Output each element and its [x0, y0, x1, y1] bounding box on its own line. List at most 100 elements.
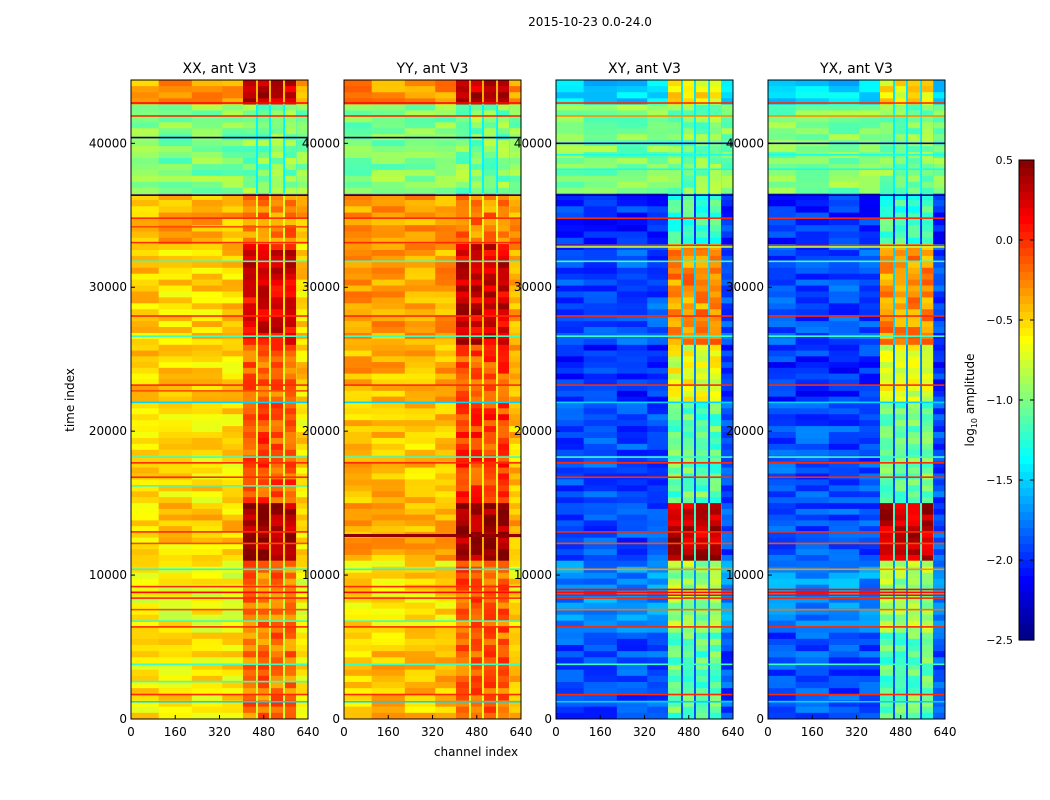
heatmap-line [131, 568, 308, 571]
heatmap-cell-gap [681, 279, 684, 287]
heatmap-cell-rfi [257, 152, 270, 159]
heatmap-cell-gap [256, 638, 259, 646]
heatmap-cell [721, 373, 734, 380]
heatmap-cell-gap [906, 128, 909, 135]
heatmap-cell [435, 669, 457, 677]
heatmap-cell-rfi [470, 379, 483, 386]
heatmap-cell-rfi [456, 497, 470, 504]
heatmap-cell-rfi [470, 554, 483, 562]
heatmap-line [131, 680, 308, 683]
heatmap-cell-rfi [456, 508, 470, 516]
heatmap-cell-gap [496, 163, 499, 171]
heatmap-cell [616, 651, 648, 658]
heatmap-cell-gap [906, 249, 909, 257]
heatmap-cell-rfi [456, 681, 470, 689]
heatmap-cell [616, 437, 648, 445]
heatmap-cell [583, 584, 618, 592]
heatmap-cell-rfi [668, 503, 682, 510]
heatmap-cell-gap [469, 169, 472, 177]
heatmap-cell [404, 92, 436, 99]
heatmap-cell-gap [920, 134, 923, 141]
heatmap-cell [859, 261, 881, 269]
heatmap-cell [583, 379, 618, 386]
heatmap-cell-gap [893, 297, 896, 304]
heatmap-cell-rfi [483, 712, 497, 720]
heatmap-cell-gap [496, 408, 499, 415]
heatmap-cell [296, 321, 309, 328]
heatmap-cell-rfi [243, 390, 257, 398]
heatmap-cell-rfi [710, 261, 722, 269]
heatmap-cell-gap [482, 218, 485, 226]
heatmap-cell-rfi [257, 309, 270, 316]
heatmap-cell-rfi [894, 98, 907, 105]
heatmap-cell [371, 86, 406, 93]
heatmap-cell-gap [482, 638, 485, 646]
heatmap-cell [158, 408, 193, 415]
heatmap-cell-gap [694, 638, 697, 646]
heatmap-cell [828, 187, 860, 195]
heatmap-cell-rfi [483, 128, 497, 135]
heatmap-cell [556, 644, 585, 652]
heatmap-cell [131, 614, 160, 622]
heatmap-cell [556, 128, 585, 135]
heatmap-cell-rfi [243, 644, 257, 652]
heatmap-cell [158, 549, 193, 556]
heatmap-cell [828, 338, 860, 346]
heatmap-cell-rfi [285, 169, 297, 177]
heatmap-cell [795, 379, 830, 386]
heatmap-cell-rfi [243, 657, 257, 664]
heatmap-cell [191, 572, 223, 580]
heatmap-cell-gap [283, 485, 286, 492]
heatmap-cell-gap [256, 367, 259, 375]
heatmap-cell [509, 244, 522, 251]
heatmap-cell-rfi [470, 249, 483, 257]
heatmap-cell-gap [269, 244, 272, 251]
heatmap-cell [583, 614, 618, 622]
heatmap-cell-rfi [710, 134, 722, 141]
heatmap-cell-rfi [880, 199, 894, 207]
heatmap-cell-gap [469, 206, 472, 214]
heatmap-cell [222, 390, 244, 398]
heatmap-cell-rfi [695, 212, 709, 220]
heatmap-cell [509, 443, 522, 451]
heatmap-cell-rfi [922, 212, 934, 220]
heatmap-cell-rfi [257, 344, 270, 352]
heatmap-cell-gap [482, 267, 485, 275]
heatmap-cell-rfi [695, 455, 709, 463]
heatmap-cell [344, 86, 373, 93]
heatmap-cell-gap [694, 146, 697, 153]
heatmap-cell [721, 543, 734, 550]
heatmap-cell-rfi [257, 531, 270, 539]
heatmap-cell-rfi [682, 479, 695, 486]
heatmap-cell-rfi [285, 712, 297, 720]
heatmap-cell-gap [708, 700, 711, 708]
panel-1: YY, ant V30 160 320 480 64001000020000300004… [302, 61, 533, 739]
heatmap-cell [616, 327, 648, 334]
heatmap-cell-rfi [695, 146, 709, 153]
heatmap-cell [795, 193, 830, 201]
heatmap-cell-rfi [668, 134, 682, 141]
heatmap-cell [616, 520, 648, 527]
heatmap-cell [859, 344, 881, 352]
heatmap-cell [371, 455, 406, 463]
heatmap-cell [131, 626, 160, 634]
heatmap-cell [721, 291, 734, 298]
heatmap-cell-rfi [456, 206, 470, 214]
heatmap-cell-gap [496, 367, 499, 375]
heatmap-cell [616, 497, 648, 504]
heatmap-cell [371, 590, 406, 598]
heatmap-cell [296, 590, 309, 598]
heatmap-cell [191, 267, 223, 275]
heatmap-cell-rfi [907, 362, 921, 369]
heatmap-cell [509, 390, 522, 398]
heatmap-cell-rfi [285, 116, 297, 123]
heatmap-cell-gap [469, 356, 472, 363]
heatmap-cell-rfi [257, 367, 270, 375]
heatmap-cell [556, 344, 585, 352]
heatmap-cell [721, 508, 734, 516]
heatmap-cell-gap [694, 602, 697, 610]
heatmap-cell-rfi [270, 187, 284, 195]
heatmap-cell-rfi [456, 396, 470, 403]
heatmap-cell-gap [482, 514, 485, 521]
heatmap-cell-rfi [695, 602, 709, 610]
